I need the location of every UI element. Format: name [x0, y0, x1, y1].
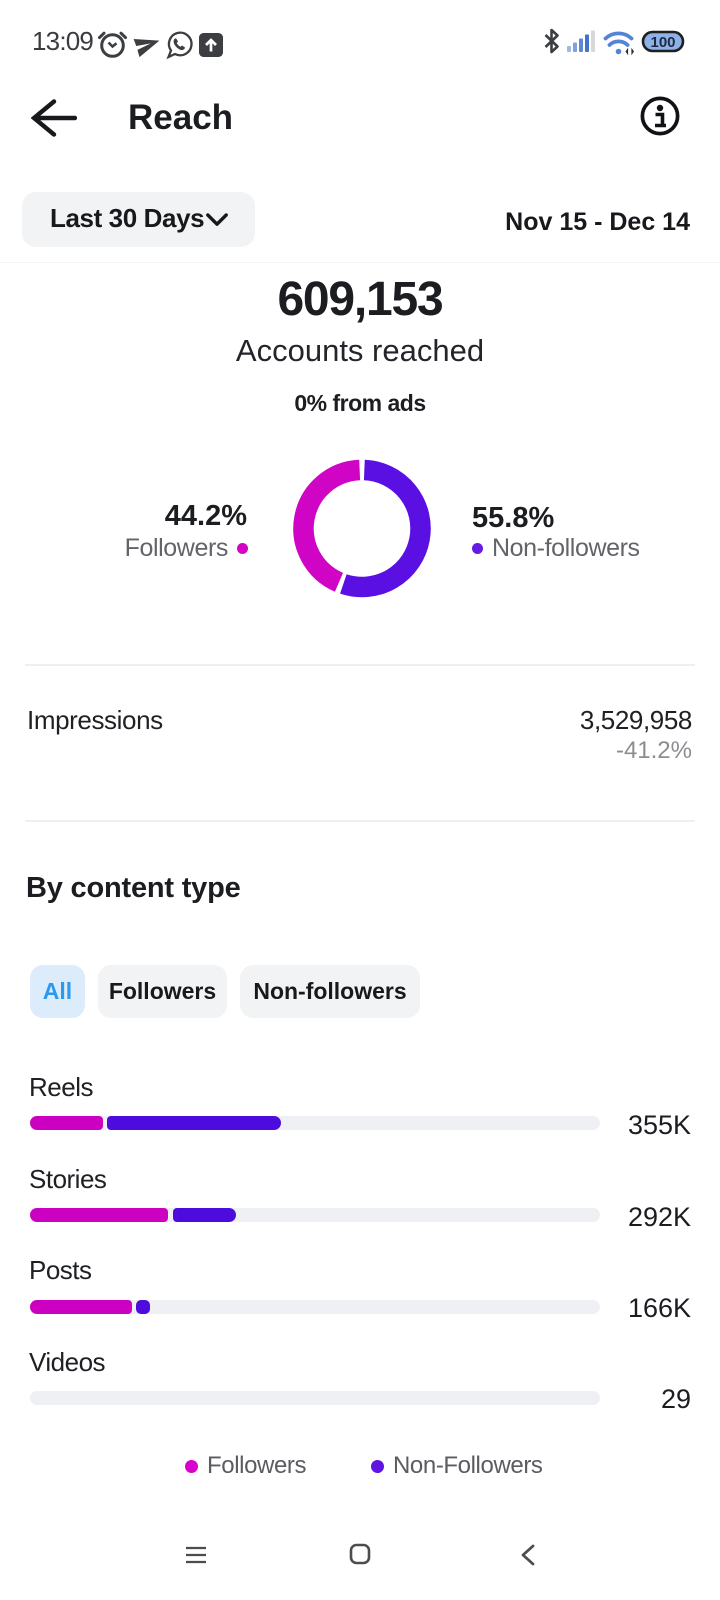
svg-text:100: 100	[650, 34, 675, 51]
